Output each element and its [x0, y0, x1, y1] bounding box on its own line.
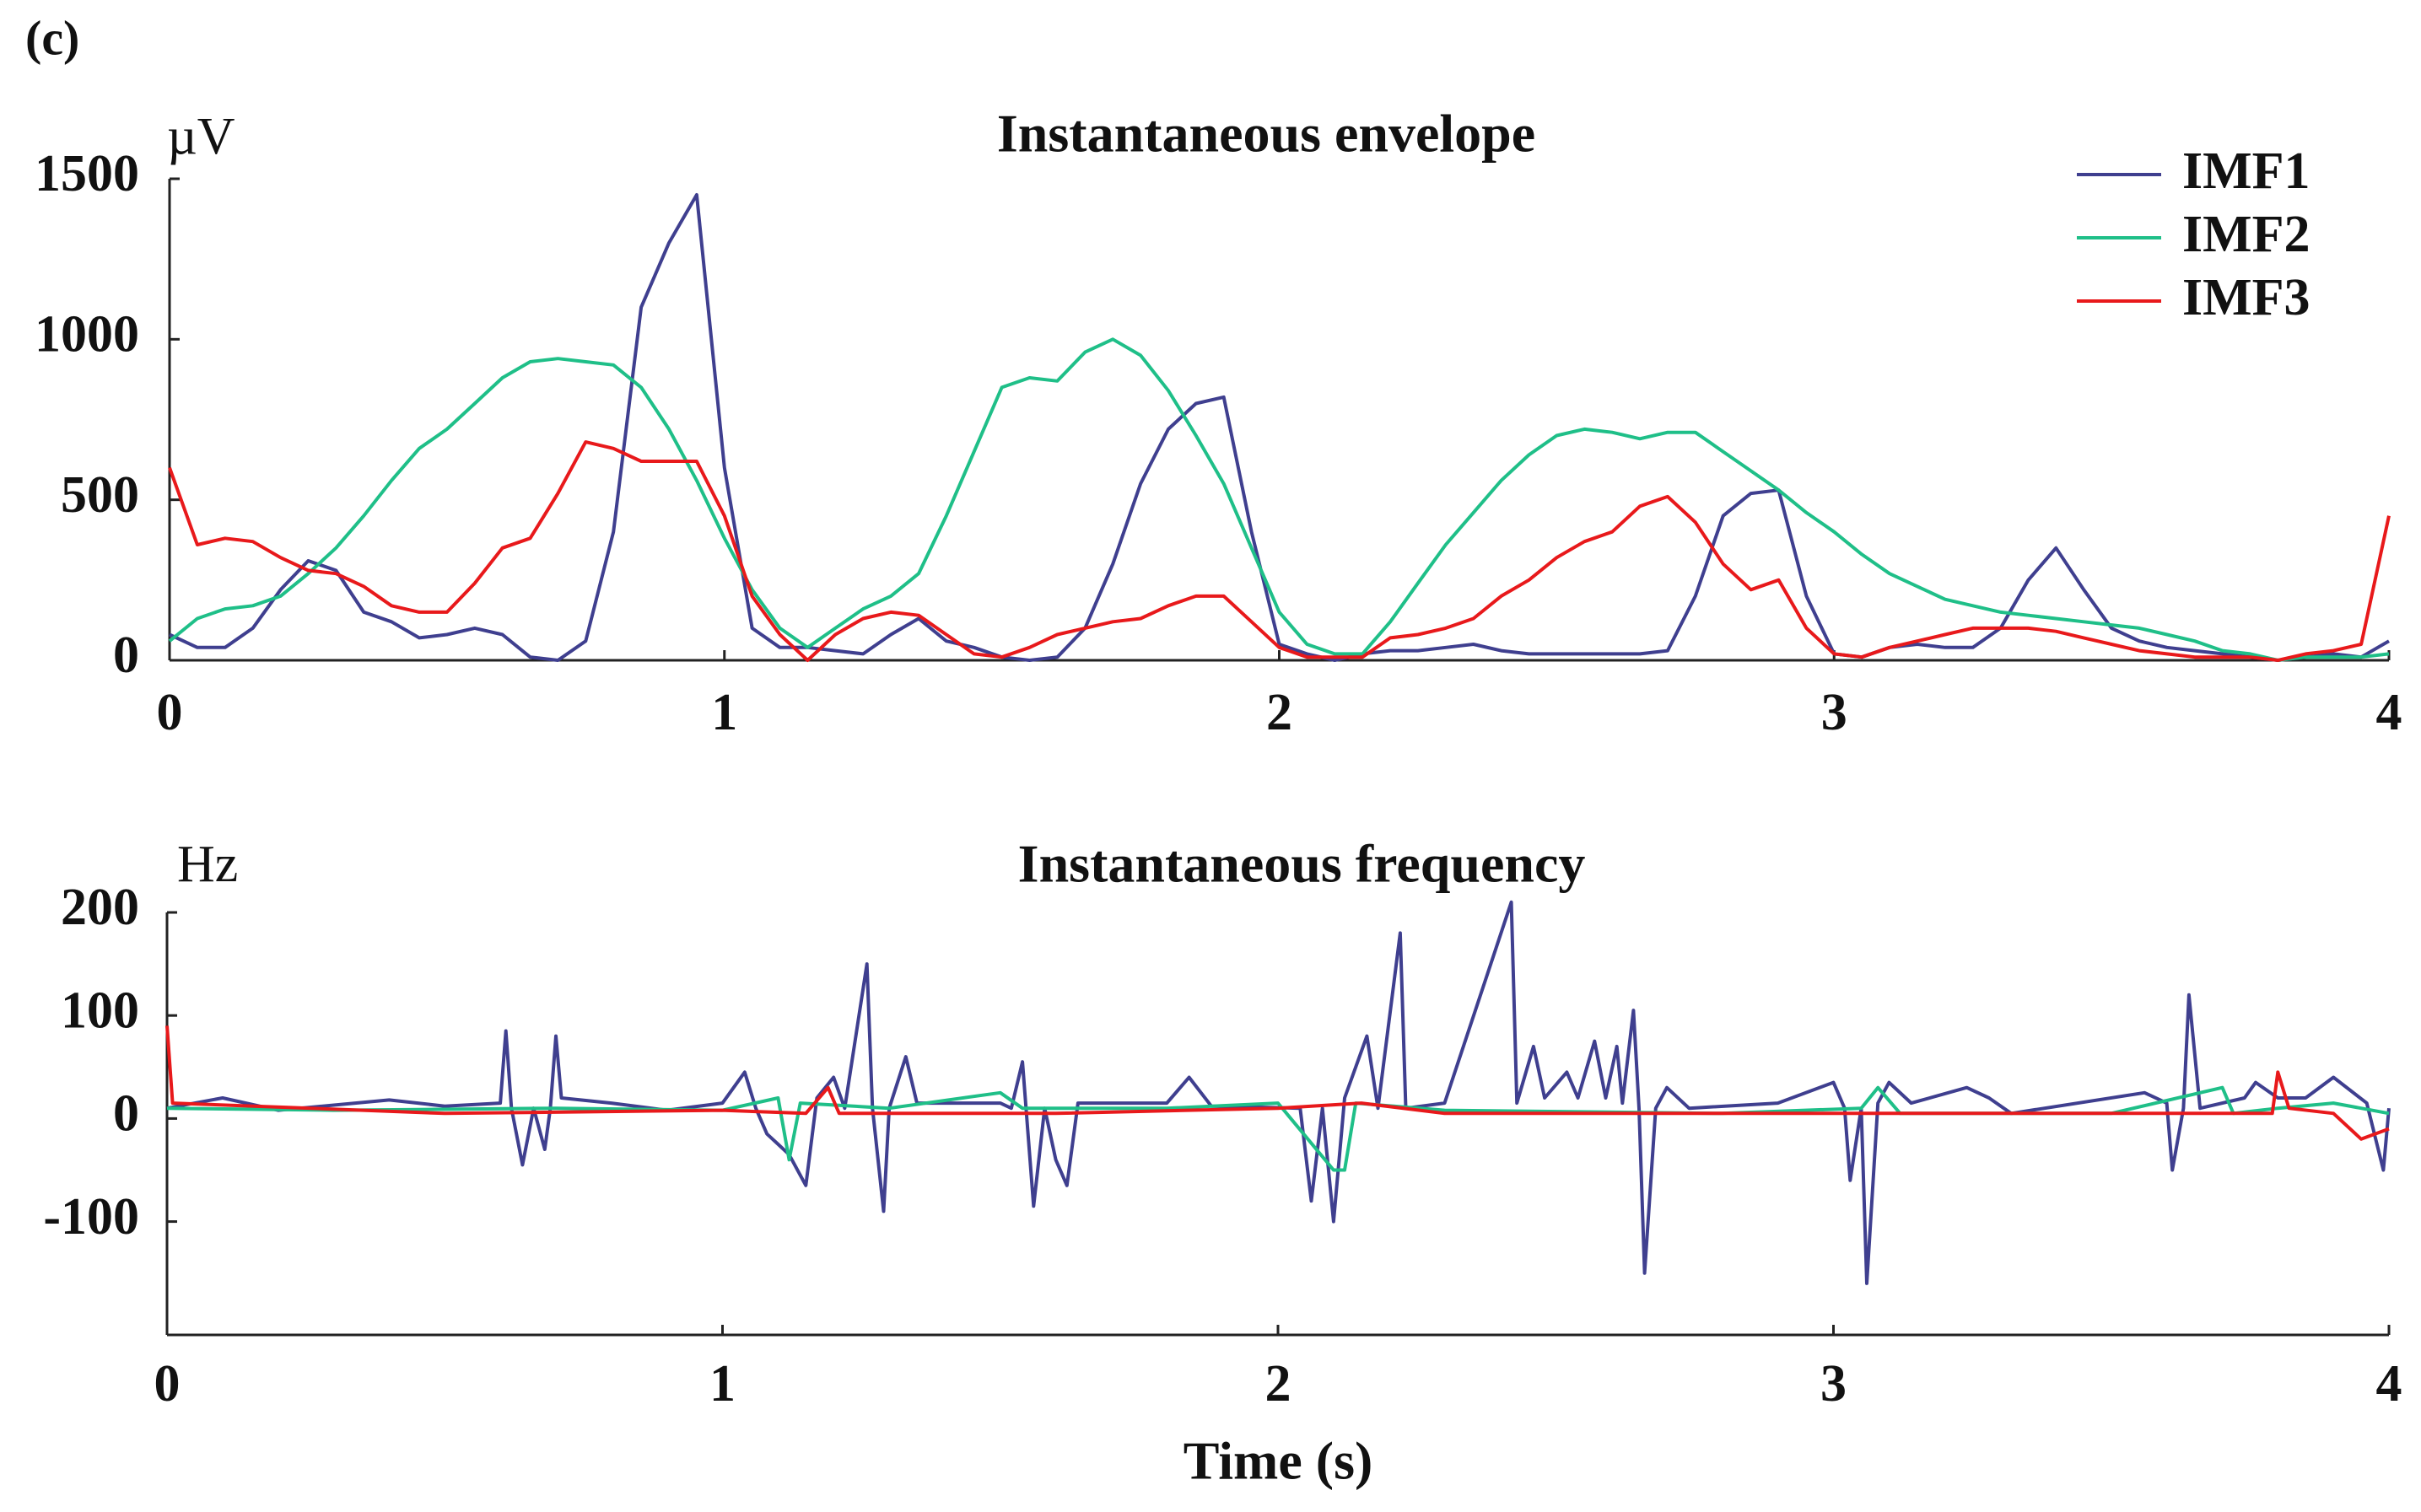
x-tick-label: 2	[1266, 684, 1292, 741]
chart-title: Instantaneous envelope	[997, 104, 1535, 164]
legend-label: IMF3	[2182, 269, 2310, 326]
series-line	[165, 1025, 2390, 1141]
y-unit-label: Hz	[177, 836, 238, 893]
y-tick-label: 500	[61, 466, 139, 524]
x-tick-label: 4	[2376, 684, 2402, 741]
x-tick-label: 1	[711, 684, 737, 741]
y-tick-label: 0	[113, 627, 139, 684]
y-tick-label: 0	[113, 1085, 139, 1143]
x-tick-label: 3	[1821, 684, 1847, 741]
panel-label: (c)	[25, 10, 79, 65]
x-tick-label: 0	[157, 684, 183, 741]
series-line	[168, 440, 2391, 662]
series-line	[168, 337, 2390, 662]
y-tick-label: 1000	[35, 306, 139, 363]
series-line	[166, 1085, 2390, 1172]
x-tick-label: 0	[154, 1355, 181, 1412]
x-axis-label: Time (s)	[1184, 1431, 1373, 1491]
series-line	[169, 193, 2391, 662]
legend-label: IMF2	[2182, 206, 2310, 263]
chart-title: Instantaneous frequency	[1018, 834, 1586, 894]
series-line	[166, 900, 2391, 1285]
y-tick-label: 100	[61, 982, 139, 1039]
x-tick-label: 1	[709, 1355, 736, 1412]
x-tick-label: 3	[1820, 1355, 1847, 1412]
x-tick-label: 4	[2376, 1355, 2402, 1412]
y-unit-label: µV	[167, 108, 235, 165]
y-tick-label: 200	[61, 879, 139, 936]
x-tick-label: 2	[1265, 1355, 1291, 1412]
legend-label: IMF1	[2182, 143, 2310, 200]
y-tick-label: 1500	[35, 145, 139, 202]
y-tick-label: -100	[43, 1188, 139, 1246]
